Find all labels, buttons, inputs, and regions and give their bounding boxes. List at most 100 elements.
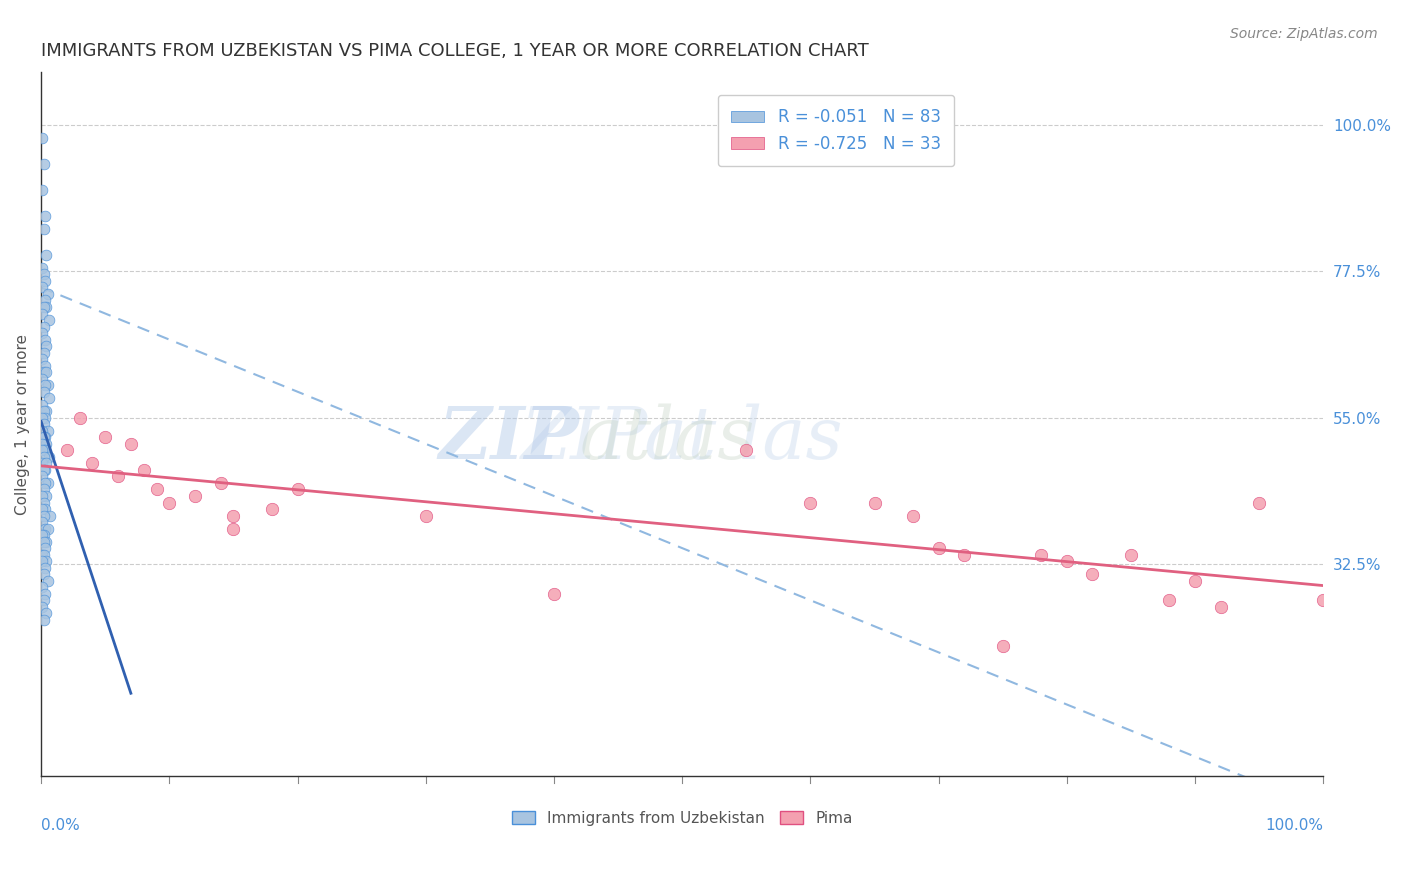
Text: ZIP: ZIP	[439, 403, 579, 474]
Point	[928, 541, 950, 555]
Point	[222, 522, 245, 536]
Point	[32, 495, 55, 509]
Point	[863, 495, 886, 509]
Point	[31, 554, 53, 568]
Point	[32, 534, 55, 549]
Point	[34, 274, 56, 288]
Point	[209, 475, 232, 490]
Point	[34, 502, 56, 516]
Point	[37, 424, 59, 438]
Point	[34, 443, 56, 458]
Point	[107, 469, 129, 483]
Point	[35, 404, 58, 418]
Point	[901, 508, 924, 523]
Point	[35, 437, 58, 451]
Point	[31, 372, 53, 386]
Point	[34, 541, 56, 555]
Point	[132, 463, 155, 477]
Point	[31, 437, 53, 451]
Point	[35, 248, 58, 262]
Y-axis label: College, 1 year or more: College, 1 year or more	[15, 334, 30, 515]
Point	[32, 156, 55, 170]
Point	[35, 534, 58, 549]
Point	[35, 339, 58, 353]
Point	[31, 548, 53, 562]
Point	[260, 502, 283, 516]
Point	[32, 300, 55, 314]
Point	[34, 333, 56, 347]
Point	[1159, 593, 1181, 607]
Point	[34, 587, 56, 601]
Point	[799, 495, 821, 509]
Point	[953, 548, 976, 562]
Point	[32, 222, 55, 236]
Point	[32, 613, 55, 627]
Point	[38, 450, 60, 464]
Point	[31, 260, 53, 275]
Point	[415, 508, 437, 523]
Point	[31, 280, 53, 294]
Point	[145, 483, 167, 497]
Point	[34, 560, 56, 574]
Point	[35, 554, 58, 568]
Point	[34, 463, 56, 477]
Point	[69, 410, 91, 425]
Point	[34, 522, 56, 536]
Point	[32, 483, 55, 497]
Point	[39, 508, 62, 523]
Text: ZIPat las: ZIPat las	[520, 403, 844, 474]
Point	[287, 483, 309, 497]
Point	[34, 410, 56, 425]
Point	[1209, 599, 1232, 614]
Point	[32, 268, 55, 282]
Point	[32, 508, 55, 523]
Point	[32, 319, 55, 334]
Point	[32, 528, 55, 542]
Point	[31, 398, 53, 412]
Point	[31, 469, 53, 483]
Point	[37, 475, 59, 490]
Point	[32, 430, 55, 444]
Point	[1119, 548, 1142, 562]
Point	[157, 495, 180, 509]
Point	[32, 365, 55, 379]
Point	[184, 489, 207, 503]
Point	[31, 352, 53, 367]
Point	[31, 130, 53, 145]
Point	[34, 430, 56, 444]
Point	[34, 359, 56, 373]
Point	[1056, 554, 1078, 568]
Point	[94, 430, 117, 444]
Point	[1249, 495, 1271, 509]
Text: IMMIGRANTS FROM UZBEKISTAN VS PIMA COLLEGE, 1 YEAR OR MORE CORRELATION CHART: IMMIGRANTS FROM UZBEKISTAN VS PIMA COLLE…	[41, 42, 869, 60]
Point	[38, 391, 60, 405]
Point	[31, 443, 53, 458]
Point	[31, 306, 53, 320]
Point	[31, 424, 53, 438]
Point	[34, 209, 56, 223]
Point	[31, 502, 53, 516]
Point	[32, 417, 55, 432]
Point	[32, 548, 55, 562]
Point	[37, 287, 59, 301]
Text: Source: ZipAtlas.com: Source: ZipAtlas.com	[1230, 27, 1378, 41]
Point	[991, 639, 1014, 653]
Point	[1031, 548, 1053, 562]
Point	[38, 313, 60, 327]
Point	[37, 522, 59, 536]
Point	[34, 378, 56, 392]
Point	[31, 326, 53, 340]
Point	[34, 293, 56, 308]
Point	[31, 410, 53, 425]
Point	[32, 463, 55, 477]
Point	[31, 489, 53, 503]
Point	[222, 508, 245, 523]
Point	[37, 574, 59, 588]
Point	[543, 587, 565, 601]
Point	[1184, 574, 1206, 588]
Point	[1312, 593, 1334, 607]
Point	[31, 599, 53, 614]
Point	[31, 183, 53, 197]
Point	[32, 345, 55, 359]
Point	[120, 437, 142, 451]
